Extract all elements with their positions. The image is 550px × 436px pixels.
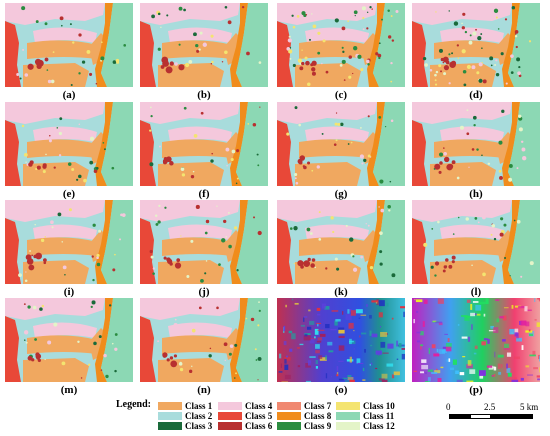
legend-swatch-class-9 bbox=[277, 422, 301, 430]
panel-n bbox=[140, 298, 268, 382]
panel-n-image bbox=[140, 298, 268, 382]
panel-label-g: (g) bbox=[334, 188, 348, 200]
panel-label-b: (b) bbox=[197, 89, 211, 101]
legend-swatch-class-5 bbox=[218, 412, 242, 420]
legend-label-class-2: Class 2 bbox=[185, 411, 213, 421]
panel-f-image bbox=[140, 102, 268, 186]
legend-swatch-class-6 bbox=[218, 422, 242, 430]
panel-g-image bbox=[277, 102, 405, 186]
panel-e bbox=[5, 102, 133, 186]
panel-c bbox=[277, 3, 405, 87]
panel-h-image bbox=[412, 102, 540, 186]
panel-p-image bbox=[412, 298, 540, 382]
scale-seg-1 bbox=[449, 414, 470, 419]
panel-b bbox=[140, 3, 268, 87]
scale-tick-0: 0 bbox=[446, 402, 451, 412]
legend-swatch-class-4 bbox=[218, 402, 242, 410]
panel-m bbox=[5, 298, 133, 382]
panel-label-p: (p) bbox=[469, 384, 483, 396]
legend-swatch-class-1 bbox=[158, 402, 182, 410]
panel-label-f: (f) bbox=[198, 188, 210, 200]
panel-i bbox=[5, 200, 133, 284]
legend-label-class-6: Class 6 bbox=[245, 421, 273, 431]
panel-j-image bbox=[140, 200, 268, 284]
panel-label-c: (c) bbox=[334, 89, 348, 101]
panel-label-a: (a) bbox=[62, 89, 76, 101]
panel-label-d: (d) bbox=[469, 89, 483, 101]
panel-label-h: (h) bbox=[469, 188, 483, 200]
panel-label-e: (e) bbox=[62, 188, 76, 200]
panel-a-image bbox=[5, 3, 133, 87]
panel-d-image bbox=[412, 3, 540, 87]
legend-title: Legend: bbox=[116, 399, 151, 410]
panel-o bbox=[277, 298, 405, 382]
panel-label-m: (m) bbox=[60, 384, 78, 396]
panel-f bbox=[140, 102, 268, 186]
scale-seg-2 bbox=[470, 414, 491, 419]
panel-m-image bbox=[5, 298, 133, 382]
panel-l bbox=[412, 200, 540, 284]
panel-label-k: (k) bbox=[334, 286, 348, 298]
legend-label-class-1: Class 1 bbox=[185, 401, 213, 411]
panel-p bbox=[412, 298, 540, 382]
panel-k bbox=[277, 200, 405, 284]
legend-swatch-class-10 bbox=[336, 402, 360, 410]
panel-i-image bbox=[5, 200, 133, 284]
panel-e-image bbox=[5, 102, 133, 186]
legend-label-class-7: Class 7 bbox=[304, 401, 332, 411]
legend-label-class-3: Class 3 bbox=[185, 421, 213, 431]
scale-tick-5km: 5 km bbox=[520, 402, 539, 412]
legend-swatch-class-12 bbox=[336, 422, 360, 430]
legend-label-class-8: Class 8 bbox=[304, 411, 332, 421]
panel-o-image bbox=[277, 298, 405, 382]
panel-label-l: (l) bbox=[470, 286, 482, 298]
legend-swatch-class-8 bbox=[277, 412, 301, 420]
panel-label-o: (o) bbox=[334, 384, 348, 396]
panel-l-image bbox=[412, 200, 540, 284]
panel-k-image bbox=[277, 200, 405, 284]
legend-label-class-9: Class 9 bbox=[304, 421, 332, 431]
scale-seg-3 bbox=[491, 414, 533, 419]
legend-label-class-4: Class 4 bbox=[245, 401, 273, 411]
panel-label-n: (n) bbox=[197, 384, 211, 396]
legend-label-class-12: Class 12 bbox=[363, 421, 395, 431]
legend-swatch-class-7 bbox=[277, 402, 301, 410]
legend-label-class-5: Class 5 bbox=[245, 411, 273, 421]
panel-c-image bbox=[277, 3, 405, 87]
legend-swatch-class-2 bbox=[158, 412, 182, 420]
legend-label-class-10: Class 10 bbox=[363, 401, 395, 411]
legend-label-class-11: Class 11 bbox=[363, 411, 395, 421]
panel-d bbox=[412, 3, 540, 87]
panel-label-j: (j) bbox=[198, 286, 210, 298]
panel-b-image bbox=[140, 3, 268, 87]
panel-g bbox=[277, 102, 405, 186]
panel-label-i: (i) bbox=[63, 286, 75, 298]
scale-tick-2-5: 2.5 bbox=[484, 402, 496, 412]
panel-a bbox=[5, 3, 133, 87]
legend-swatch-class-3 bbox=[158, 422, 182, 430]
panel-j bbox=[140, 200, 268, 284]
legend-swatch-class-11 bbox=[336, 412, 360, 420]
panel-h bbox=[412, 102, 540, 186]
